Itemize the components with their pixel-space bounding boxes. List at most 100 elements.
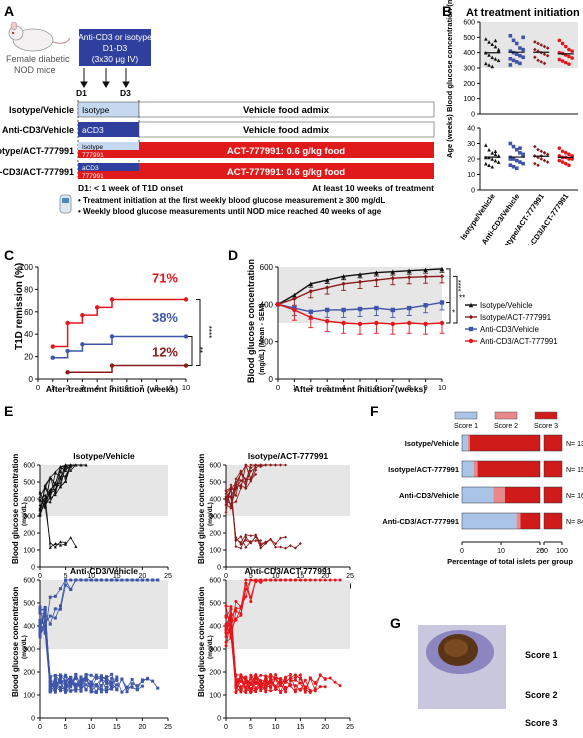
e-data-point (89, 673, 93, 677)
e-data-point (229, 483, 233, 487)
e-data-point (43, 615, 47, 619)
e-data-point (234, 678, 238, 682)
panel-f: F Score 1 Score 2 Score 3 Isotype/Vehicle N=… (370, 400, 583, 580)
f-bar-segment (462, 513, 517, 529)
b-data-point (514, 41, 519, 46)
d-legend-marker (468, 314, 474, 320)
f-bar-segment (467, 435, 470, 451)
c-data-point (95, 305, 100, 310)
e-x-tick-label: 20 (139, 724, 147, 731)
e-data-point (244, 545, 248, 549)
b-data-point (496, 58, 501, 63)
c-y-tick-label: 40 (24, 330, 33, 339)
e-data-point (74, 463, 78, 467)
e-y-tick-label: 400 (209, 497, 221, 504)
c-y-tick-label: 20 (24, 353, 33, 362)
e-data-point (303, 578, 307, 582)
e-data-point (254, 674, 258, 678)
d-data-point (423, 274, 428, 279)
e-data-point (89, 680, 93, 684)
b-y-tick-label: 500 (463, 35, 475, 42)
e-data-point (239, 542, 243, 546)
e-data-point (249, 687, 253, 691)
e-data-point (140, 680, 144, 684)
e-data-point (105, 688, 109, 692)
b-data-point (521, 161, 525, 166)
e-data-point (64, 541, 68, 545)
e-y-tick-label: 100 (209, 693, 221, 700)
panel-d-chart: D Blood glucose concentration (mg/dL) (M… (228, 247, 558, 394)
b-data-point (518, 146, 522, 150)
d-data-point (341, 307, 346, 313)
b-data-point (508, 57, 513, 61)
d-data-point (292, 292, 297, 298)
e-data-point (140, 678, 144, 682)
e-data-point (239, 469, 243, 473)
f-bar-outline (461, 434, 541, 452)
d-data-point (439, 266, 445, 272)
e-data-point (239, 673, 243, 677)
d-data-point (407, 275, 412, 280)
c-x-tick-label: 4 (95, 383, 99, 392)
row3-box2: 777991 (82, 152, 104, 159)
b-data-point (508, 141, 513, 146)
c-y-tick-label: 100 (20, 263, 34, 272)
e-data-point (308, 578, 312, 582)
e-data-point (224, 615, 228, 619)
panel-c-chart: C T1D remission (%) After treatment init… (4, 247, 213, 394)
e-data-point (249, 477, 253, 481)
row2-bar: Vehicle food admix (243, 125, 330, 136)
e-mouse-trace (39, 491, 66, 548)
f-legend-label: Score 1 (454, 423, 478, 430)
b-data-point (487, 63, 491, 67)
e-ylabel-2: (mg/dL) (207, 635, 214, 659)
e-data-point (43, 606, 47, 610)
f-n-label: N= 156 (566, 467, 583, 474)
e-data-point (115, 678, 119, 682)
e-data-point (43, 503, 47, 507)
e-data-point (284, 535, 288, 539)
panel-d-ylabel-2: (mg/dL) (Mean - SEM) (259, 303, 266, 375)
e-data-point (239, 689, 243, 693)
e-data-point (293, 673, 297, 677)
e-y-tick-label: 600 (23, 463, 35, 470)
e-data-point (135, 687, 139, 691)
c-annotation: 38% (152, 310, 178, 325)
e-data-point (234, 484, 238, 488)
d-data-point (308, 315, 313, 320)
panel-a: A Female diabetic NOD mice Anti-CD3 or i… (0, 0, 440, 218)
e-data-point (156, 686, 160, 690)
e-data-point (259, 538, 263, 542)
e-data-point (249, 595, 253, 599)
f-bar-outline (543, 512, 563, 530)
e-data-point (151, 679, 155, 683)
row3-group: Isotype/ACT-777991 (0, 146, 74, 156)
e-mouse-trace (39, 616, 148, 693)
f-x-tick-label: 50 (540, 548, 548, 555)
d-data-point (325, 285, 330, 290)
d-sig-bracket (446, 301, 451, 324)
e-data-point (224, 492, 228, 496)
e-data-point (89, 685, 93, 689)
e-data-point (234, 618, 238, 622)
e-data-point (259, 673, 263, 677)
e-data-point (293, 676, 297, 680)
row1-bar: Vehicle food admix (243, 105, 330, 116)
e-data-point (146, 677, 150, 681)
b-data-point (496, 49, 501, 53)
d-x-tick-label: 1 (292, 383, 296, 392)
f-x-tick-label: 20 (536, 548, 544, 555)
e-data-point (293, 678, 297, 682)
b-data-point (542, 158, 547, 163)
e-data-point (79, 678, 83, 682)
e-data-point (318, 685, 322, 689)
e-data-point (328, 578, 332, 582)
e-mouse-trace (39, 464, 87, 511)
e-data-point (58, 481, 62, 485)
panel-b-chart: B At treatment initiation Blood glucose … (442, 0, 580, 260)
panel-g-label: G (390, 615, 401, 631)
d1-label: D1 (76, 88, 87, 98)
e-data-point (105, 681, 109, 685)
e-x-tick-label: 10 (87, 573, 95, 580)
